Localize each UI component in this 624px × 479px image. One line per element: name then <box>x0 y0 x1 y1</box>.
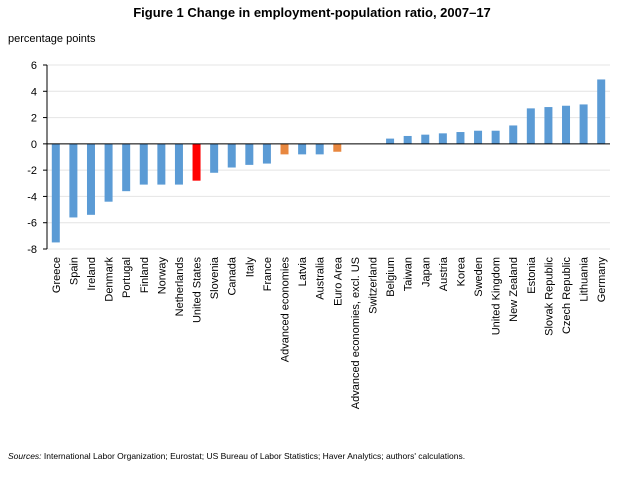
bar <box>526 108 535 144</box>
x-tick-label: Sweden <box>473 257 485 297</box>
x-tick-label: New Zealand <box>508 257 520 322</box>
x-tick-label: Netherlands <box>174 257 186 317</box>
source-note: Sources: International Labor Organizatio… <box>8 451 465 461</box>
x-tick-label: United States <box>192 257 204 324</box>
bar <box>174 143 183 185</box>
y-tick-label: -8 <box>27 244 37 256</box>
bar <box>544 107 553 144</box>
x-tick-label: Finland <box>139 257 151 293</box>
bar <box>474 130 483 144</box>
bar <box>562 105 571 144</box>
bar <box>157 143 166 185</box>
x-tick-label: Estonia <box>526 256 538 294</box>
bar <box>333 143 342 152</box>
bar <box>104 143 113 202</box>
bar <box>122 143 131 192</box>
y-tick-label: 2 <box>31 113 37 125</box>
x-tick-label: Lithuania <box>579 256 591 302</box>
bar <box>51 143 60 243</box>
bar <box>597 79 606 144</box>
x-tick-label: Ireland <box>86 257 98 291</box>
x-tick-label: Slovenia <box>209 256 221 299</box>
bar <box>245 143 254 165</box>
bar <box>421 134 430 144</box>
x-tick-label: Switzerland <box>367 257 379 314</box>
x-tick-label: Greece <box>51 257 63 293</box>
bar <box>192 143 201 181</box>
bar <box>509 125 518 144</box>
bar <box>438 133 447 144</box>
source-text: International Labor Organization; Eurost… <box>42 451 466 461</box>
bar <box>315 143 324 155</box>
x-tick-label: Spain <box>68 257 80 285</box>
bar <box>386 138 395 144</box>
x-tick-label: Czech Republic <box>561 257 573 335</box>
bar <box>456 132 465 144</box>
bar <box>86 143 95 215</box>
x-tick-label: Canada <box>227 256 239 295</box>
x-tick-label: Denmark <box>104 257 116 302</box>
y-tick-label: -6 <box>27 218 37 230</box>
x-tick-label: France <box>262 257 274 291</box>
x-tick-label: Portugal <box>121 257 133 298</box>
bar <box>579 104 588 144</box>
x-tick-label: Italy <box>244 257 256 278</box>
x-tick-label: Austria <box>438 256 450 291</box>
y-tick-label: -2 <box>27 165 37 177</box>
x-tick-label: Korea <box>455 256 467 286</box>
y-tick-label: -4 <box>27 191 37 203</box>
bar <box>210 143 219 173</box>
x-tick-label: United Kingdom <box>491 257 503 335</box>
bar <box>69 143 78 218</box>
y-tick-label: 4 <box>31 86 37 98</box>
x-tick-label: Advanced economies <box>280 257 292 363</box>
x-tick-label: Euro Area <box>332 256 344 306</box>
x-tick-label: Advanced economies, excl. US <box>350 257 362 409</box>
x-tick-label: Slovak Republic <box>543 257 555 336</box>
x-tick-label: Taiwan <box>403 257 415 291</box>
x-tick-label: Australia <box>315 256 327 300</box>
y-axis-label: percentage points <box>8 33 96 45</box>
x-tick-label: Norway <box>156 257 168 295</box>
y-tick-label: 0 <box>31 139 37 151</box>
bar <box>280 143 289 155</box>
bar <box>403 135 412 144</box>
bar <box>139 143 148 185</box>
x-tick-label: Latvia <box>297 256 309 286</box>
source-label: Sources: <box>8 451 42 461</box>
chart-title: Figure 1 Change in employment-population… <box>133 5 491 20</box>
bar <box>491 130 500 144</box>
x-tick-label: Belgium <box>385 257 397 297</box>
bar <box>227 143 236 168</box>
x-tick-label: Germany <box>596 257 608 303</box>
x-tick-label: Japan <box>420 257 432 287</box>
bar <box>298 143 307 155</box>
y-tick-label: 6 <box>31 60 37 72</box>
bar <box>262 143 271 164</box>
